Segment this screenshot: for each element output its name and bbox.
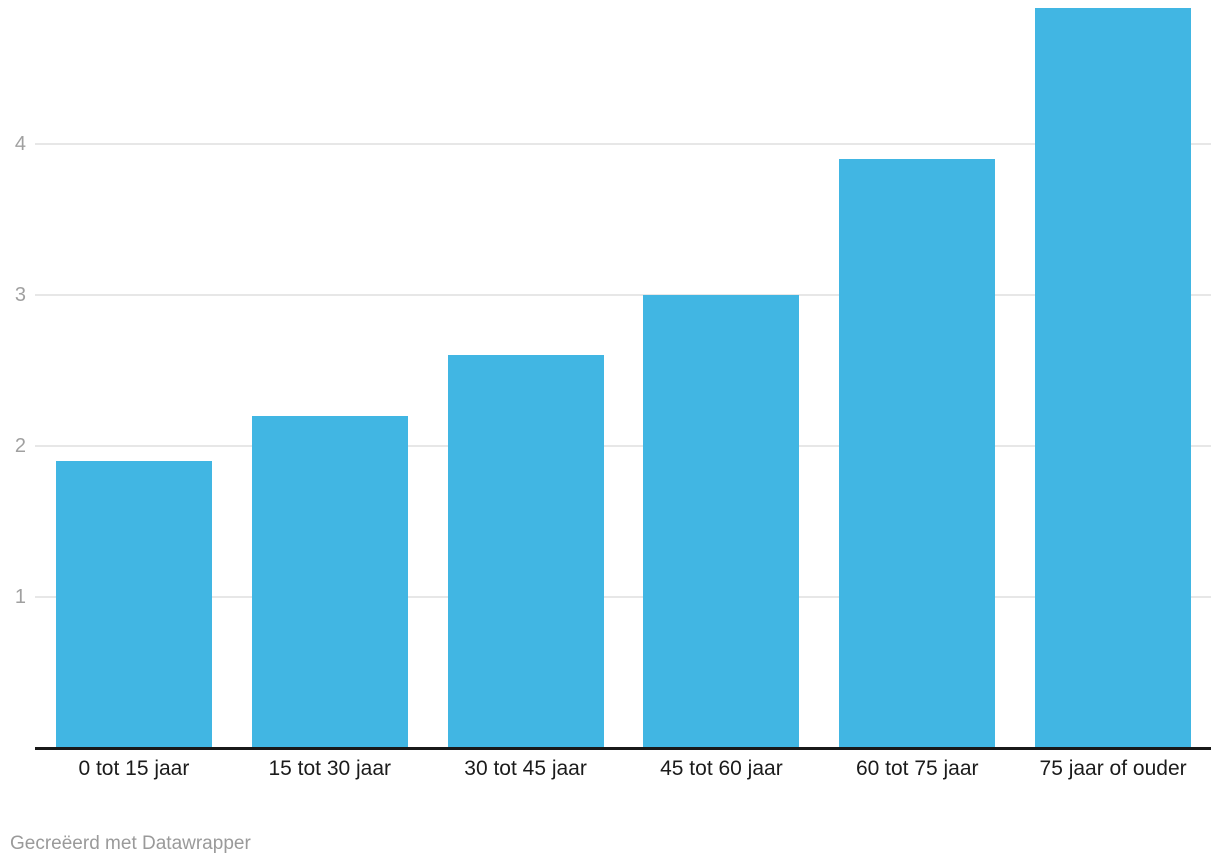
- x-category-label: 15 tot 30 jaar: [268, 757, 392, 780]
- bar-75 jaar of ouder: [1035, 7, 1192, 748]
- y-tick-label-4: 4: [14, 132, 26, 155]
- y-gridline-2: [35, 444, 1211, 447]
- bar-15 tot 30 jaar: [251, 415, 408, 748]
- bar-0 tot 15 jaar: [55, 460, 212, 748]
- x-category-label: 45 tot 60 jaar: [660, 757, 783, 780]
- y-tick-label-3: 3: [14, 283, 26, 306]
- x-category-label: 0 tot 15 jaar: [78, 757, 190, 780]
- bar-45 tot 60 jaar: [643, 294, 800, 748]
- footer-credit: Gecreëerd met Datawrapper: [10, 833, 251, 854]
- y-tick-label-1: 1: [14, 585, 26, 608]
- y-tick-label-2: 2: [14, 434, 26, 457]
- bar-30 tot 45 jaar: [447, 355, 604, 748]
- y-gridline-4: [35, 142, 1211, 145]
- x-category-label: 60 tot 75 jaar: [855, 757, 979, 780]
- x-category-label: 75 jaar of ouder: [1039, 757, 1187, 780]
- x-category-label: 30 tot 45 jaar: [464, 757, 587, 780]
- y-gridline-1: [35, 595, 1211, 598]
- y-gridline-3: [35, 293, 1211, 296]
- bar-60 tot 75 jaar: [839, 158, 996, 748]
- x-axis-line: [35, 747, 1211, 750]
